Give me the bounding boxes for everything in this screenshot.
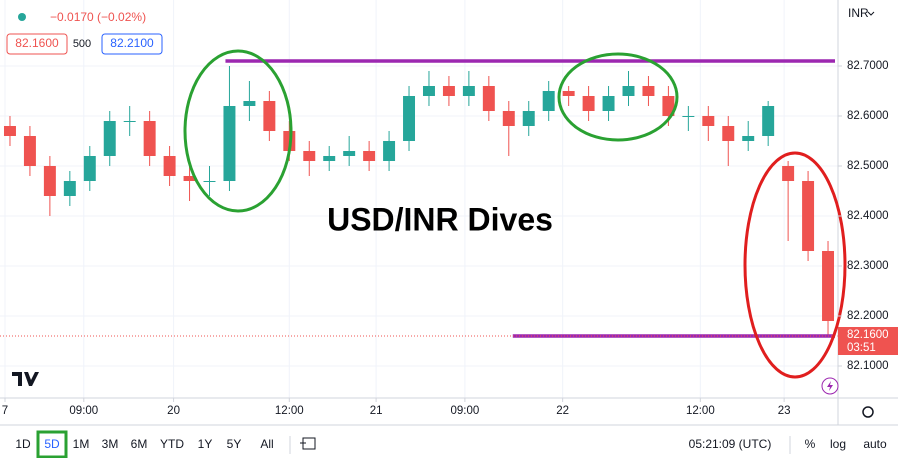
grid [0,0,838,398]
y-tick-label: 82.5000 [847,160,889,172]
x-tick-label: 09:00 [69,405,98,417]
currency[interactable]: INR [848,6,869,20]
candle-body [323,156,336,161]
range-button[interactable]: 6M [131,437,148,451]
highlight-ellipse [183,49,293,213]
chart-title: USD/INR Dives [327,201,553,237]
highlight-ellipse [743,151,847,379]
candle-body [462,86,475,96]
range-button[interactable]: 1D [15,437,31,451]
range-button[interactable]: 5Y [227,437,242,451]
candle-body [263,101,276,131]
candle-body [383,141,396,161]
x-tick-label: 22 [556,405,569,417]
last-price-label: 82.1600 [847,329,889,341]
events-icon-bolt[interactable] [827,381,833,391]
candle-body [123,121,136,122]
candle-body [363,151,376,161]
x-tick-label: 12:00 [686,405,715,417]
candle-body [422,86,435,96]
candle-body [203,181,216,182]
candle-body [542,91,555,111]
range-button[interactable]: 5D [44,437,60,451]
candle-body [63,181,76,196]
candle-body [582,96,595,111]
x-tick-label: 21 [370,405,383,417]
last-price-box [838,327,898,355]
x-tick-label: 12:00 [275,405,304,417]
candle-body [822,251,835,321]
axis-option[interactable]: log [830,437,846,451]
bid-box[interactable] [6,33,68,55]
candle-body [343,151,356,156]
candle-body [442,86,455,96]
candle-body [762,106,775,136]
ask-box[interactable] [101,33,163,55]
candle-body [3,126,16,136]
candle-body [742,136,755,141]
candle-body [602,96,615,111]
bid[interactable]: 82.1600 [15,36,59,50]
y-tick-label: 82.7000 [847,60,889,72]
candle-body [183,176,196,181]
candle-body [682,116,695,117]
candle-body [522,111,535,126]
active-range-box[interactable] [36,430,68,458]
candle-body [562,91,575,96]
status-dot [18,13,26,21]
range-button[interactable]: 1Y [198,437,213,451]
candle-body [403,96,416,141]
candle-body [702,116,715,126]
settings-icon[interactable] [862,406,874,418]
y-tick-label: 82.2000 [847,310,889,322]
candle-body [103,121,116,156]
candle-body [722,126,735,141]
candle-body [303,151,316,161]
price-change: −0.0170 (−0.02%) [50,10,146,24]
y-tick-label: 82.1000 [847,360,889,372]
candle-body [482,86,495,111]
candle-body [782,166,795,181]
clock: 05:21:09 (UTC) [689,437,772,451]
ask[interactable]: 82.2100 [110,36,154,50]
axis-option[interactable]: auto [863,437,887,451]
candle-body [642,86,655,96]
candle-body [83,156,96,181]
toolbar: 1D 5D 1M 3M 6M YTD 1Y 5Y All% log auto [15,430,887,458]
countdown: 03:51 [847,342,876,354]
highlight-ellipse [557,52,679,142]
candle-body [23,136,36,166]
candle-body [802,181,815,251]
x-tick-label: 20 [167,405,180,417]
candle-body [163,156,176,176]
y-tick-label: 82.6000 [847,110,889,122]
range-button[interactable]: 1M [73,437,90,451]
candle-body [143,121,156,156]
x-tick-label: 7 [2,405,8,417]
x-tick-label: 09:00 [450,405,479,417]
candle-body [662,96,675,116]
candle-body [502,111,515,126]
range-button[interactable]: All [260,437,273,451]
compare-icon[interactable] [300,437,316,450]
y-tick-label: 82.4000 [847,210,889,222]
range-button[interactable]: 3M [102,437,119,451]
candle-body [243,101,256,106]
candle-body [43,166,56,196]
x-tick-label: 23 [778,405,791,417]
currency-caret[interactable] [867,11,875,16]
spread: 500 [73,38,91,50]
range-button[interactable]: YTD [160,437,184,451]
logo [12,372,39,386]
axis-option[interactable]: % [805,437,816,451]
candle-body [622,86,635,96]
candle-body [223,106,236,181]
y-tick-label: 82.3000 [847,260,889,272]
